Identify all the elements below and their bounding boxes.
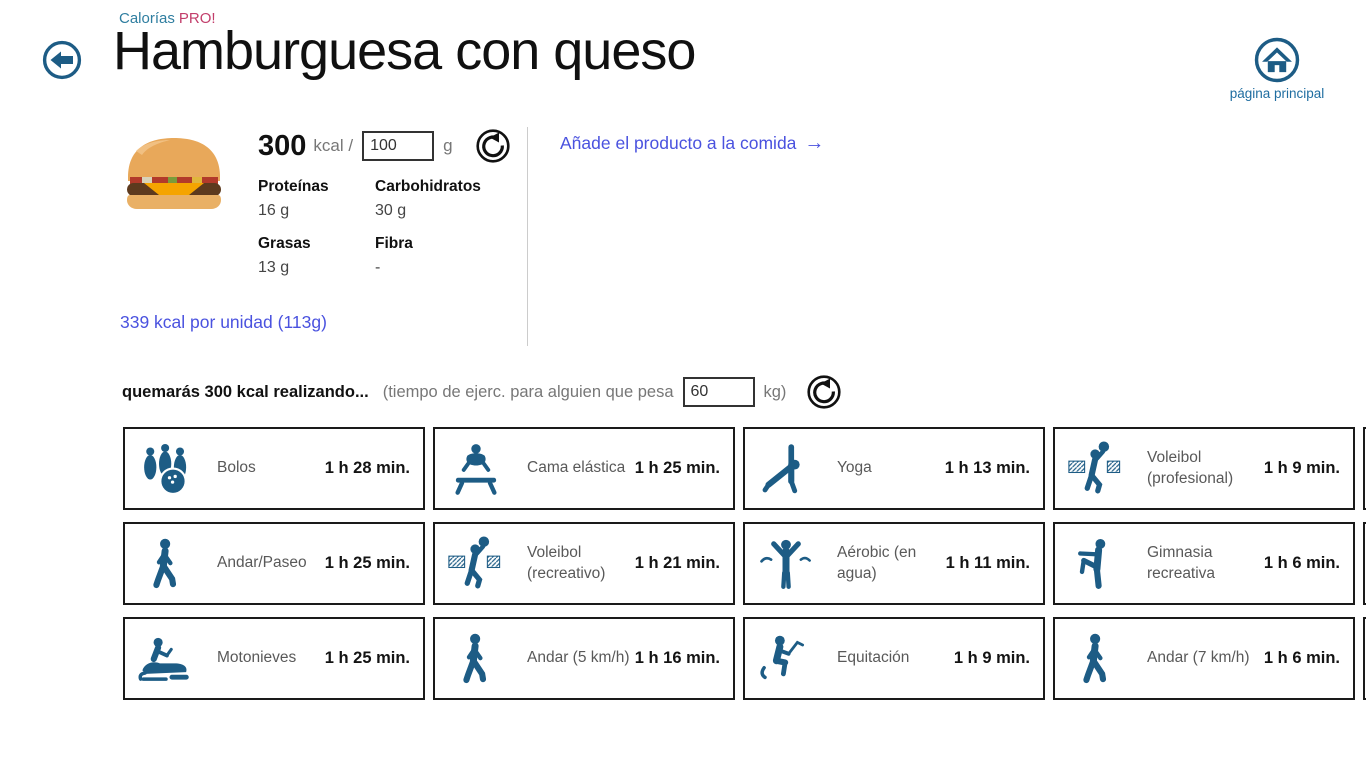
- exercise-tile-horse-riding[interactable]: Equitación 1 h 9 min.: [743, 617, 1045, 700]
- exercise-tile-water-aerobics[interactable]: Aérobic (en agua) 1 h 11 min.: [743, 522, 1045, 605]
- exercise-name: Andar/Paseo: [217, 554, 307, 572]
- water-aerobics-icon: [757, 532, 815, 596]
- exercise-name: Voleibol (profesional): [1147, 448, 1234, 487]
- exercise-tile-partial[interactable]: [1363, 522, 1366, 605]
- trampoline-icon: [447, 437, 505, 501]
- exercise-tile-trampoline[interactable]: Cama elástica 1 h 25 min.: [433, 427, 735, 510]
- reset-amount-button[interactable]: [475, 128, 511, 164]
- nutrient-fats: Grasas 13 g: [258, 235, 375, 277]
- gymnastics-icon: [1067, 532, 1125, 596]
- refresh-icon: [806, 398, 842, 413]
- exercise-name: Motonieves: [217, 649, 297, 667]
- add-to-meal-link[interactable]: Añade el producto a la comida →: [560, 132, 824, 155]
- exercise-time: 1 h 11 min.: [945, 554, 1030, 572]
- nutrient-value: 30 g: [375, 202, 407, 219]
- exercise-tile-walking-7kmh[interactable]: Andar (7 km/h) 1 h 6 min.: [1053, 617, 1355, 700]
- exercise-time: 1 h 21 min.: [634, 554, 720, 572]
- horse-riding-icon: [757, 627, 815, 691]
- nutrient-proteins: Proteínas 16 g: [258, 178, 375, 220]
- exercise-tile-yoga[interactable]: Yoga 1 h 13 min.: [743, 427, 1045, 510]
- kcal-value: 300: [258, 129, 307, 162]
- home-button[interactable]: [1254, 37, 1300, 83]
- per-unit-link[interactable]: 339 kcal por unidad (113g): [120, 312, 327, 332]
- exercise-time: 1 h 16 min.: [634, 649, 720, 667]
- kcal-unit-label: kcal /: [313, 136, 354, 155]
- exercise-time: 1 h 28 min.: [324, 459, 410, 477]
- exercise-time: 1 h 6 min.: [1263, 554, 1340, 572]
- amount-unit-label: g: [443, 136, 453, 155]
- exercise-name: Bolos: [217, 459, 256, 477]
- volleyball-icon: [1067, 437, 1125, 501]
- burn-note: (tiempo de ejerc. para alguien que pesa: [382, 382, 674, 401]
- exercise-tile-partial[interactable]: [1363, 427, 1366, 510]
- exercise-name: Voleibol (recreativo): [527, 543, 606, 582]
- exercise-tile-snowmobile[interactable]: Motonieves 1 h 25 min.: [123, 617, 425, 700]
- nutrient-value: 13 g: [258, 259, 290, 276]
- nutrient-value: -: [375, 259, 381, 276]
- add-to-meal-label: Añade el producto a la comida: [560, 133, 797, 153]
- walking-icon: [447, 627, 505, 691]
- home-button-label[interactable]: página principal: [1229, 86, 1325, 101]
- exercise-time: 1 h 25 min.: [324, 649, 410, 667]
- exercise-tile-walking[interactable]: Andar/Paseo 1 h 25 min.: [123, 522, 425, 605]
- right-arrow-icon: →: [804, 132, 825, 154]
- exercise-tile-gymnastics[interactable]: Gimnasia recreativa 1 h 6 min.: [1053, 522, 1355, 605]
- nutrient-fiber: Fibra -: [375, 235, 481, 277]
- brand-name: Calorías: [119, 10, 175, 27]
- exercise-time: 1 h 13 min.: [944, 459, 1030, 477]
- weight-input[interactable]: [682, 377, 755, 407]
- nutrient-label: Proteínas: [258, 178, 329, 195]
- refresh-icon: [475, 152, 511, 167]
- amount-input[interactable]: [362, 131, 435, 161]
- snowmobile-icon: [137, 627, 195, 691]
- exercise-tile-grid: Bolos 1 h 28 min. Cama elástica 1 h 25 m…: [123, 427, 1366, 700]
- volleyball-icon: [447, 532, 505, 596]
- walking-icon: [1067, 627, 1125, 691]
- exercise-name: Andar (5 km/h): [527, 649, 630, 667]
- home-icon: [1254, 71, 1300, 86]
- exercise-tile-walking-5kmh[interactable]: Andar (5 km/h) 1 h 16 min.: [433, 617, 735, 700]
- exercise-time: 1 h 9 min.: [1263, 459, 1340, 477]
- exercise-time: 1 h 6 min.: [1263, 649, 1340, 667]
- nutrient-label: Carbohidratos: [375, 178, 481, 195]
- exercise-time: 1 h 9 min.: [953, 649, 1030, 667]
- back-arrow-icon: [42, 68, 82, 83]
- exercise-time: 1 h 25 min.: [324, 554, 410, 572]
- exercise-tile-volleyball-rec[interactable]: Voleibol (recreativo) 1 h 21 min.: [433, 522, 735, 605]
- exercise-tile-partial[interactable]: [1363, 617, 1366, 700]
- vertical-divider: [527, 127, 528, 346]
- page-title: Hamburguesa con queso: [113, 21, 696, 81]
- exercise-tile-bowling[interactable]: Bolos 1 h 28 min.: [123, 427, 425, 510]
- nutrient-carbs: Carbohidratos 30 g: [375, 178, 481, 220]
- exercise-name: Yoga: [837, 459, 872, 477]
- nutrient-grid: Proteínas 16 g Carbohidratos 30 g Grasas…: [258, 178, 481, 277]
- nutrient-value: 16 g: [258, 202, 290, 219]
- exercise-name: Cama elástica: [527, 459, 626, 477]
- nutrient-label: Fibra: [375, 235, 413, 252]
- burn-heading: quemarás 300 kcal realizando...: [122, 382, 369, 401]
- exercise-tile-volleyball-pro[interactable]: Voleibol (profesional) 1 h 9 min.: [1053, 427, 1355, 510]
- exercise-name: Equitación: [837, 649, 910, 667]
- exercise-name: Gimnasia recreativa: [1147, 543, 1216, 582]
- product-image-cheeseburger: [122, 131, 226, 217]
- walking-icon: [137, 532, 195, 596]
- reset-weight-button[interactable]: [806, 374, 842, 410]
- app-brand: Calorías PRO!: [119, 10, 216, 27]
- weight-unit-label: kg): [763, 382, 787, 401]
- yoga-icon: [757, 437, 815, 501]
- bowling-icon: [137, 437, 195, 501]
- back-button[interactable]: [42, 40, 82, 80]
- exercise-name: Andar (7 km/h): [1147, 649, 1250, 667]
- exercise-name: Aérobic (en agua): [837, 543, 917, 582]
- brand-suffix: PRO!: [178, 10, 216, 27]
- exercise-time: 1 h 25 min.: [634, 459, 720, 477]
- nutrient-label: Grasas: [258, 235, 311, 252]
